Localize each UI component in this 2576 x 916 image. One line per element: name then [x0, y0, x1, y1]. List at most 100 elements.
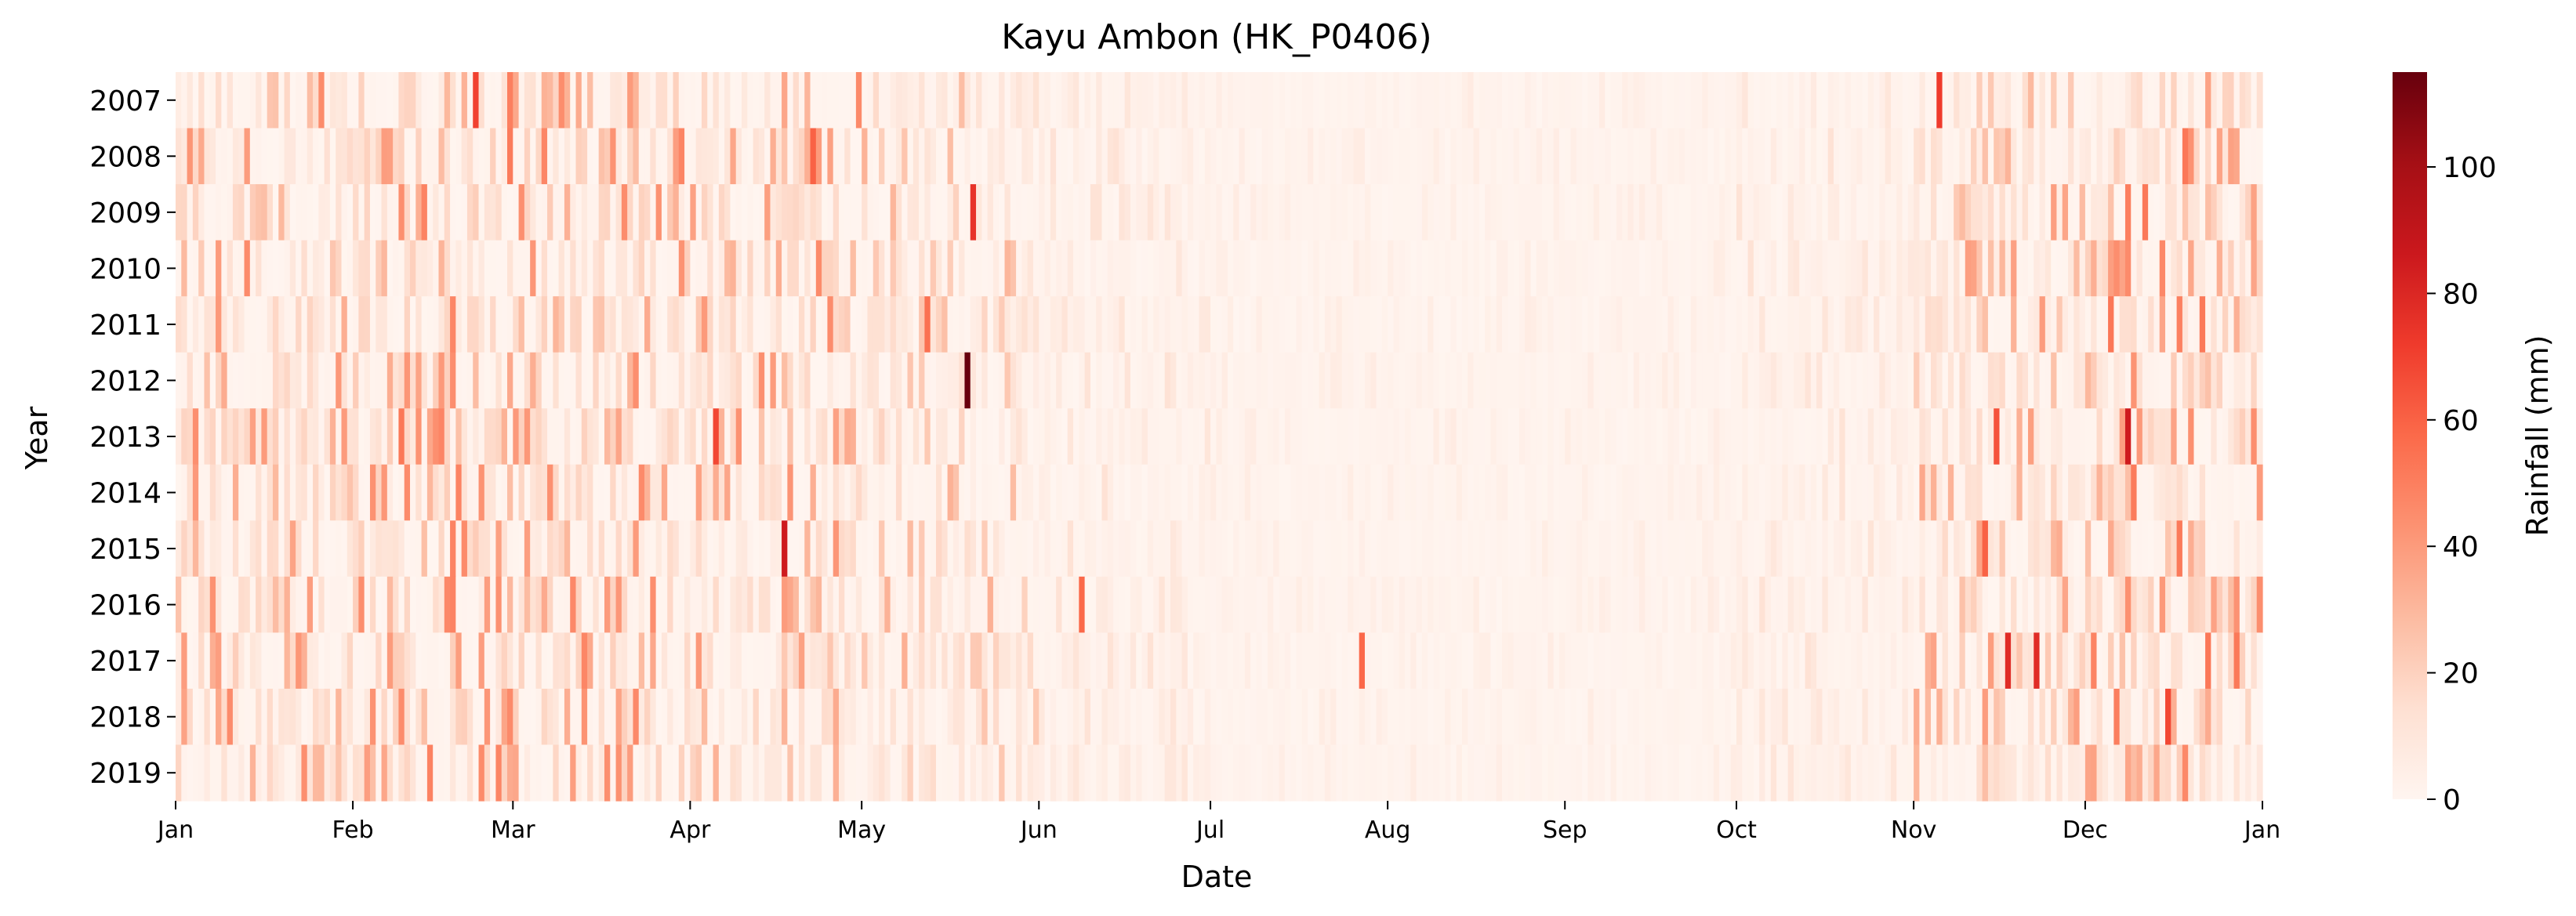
heat-cell [1021, 688, 1029, 746]
heat-cell [386, 688, 394, 746]
heat-cell [1159, 688, 1166, 746]
heat-cell [1221, 352, 1228, 409]
heat-cell [1044, 240, 1051, 297]
heat-cell [2159, 352, 2166, 409]
heat-cell [1667, 240, 1674, 297]
heat-cell [2044, 688, 2052, 746]
heat-cell [1056, 576, 1063, 633]
heat-cell [198, 296, 205, 353]
heat-cell [1793, 352, 1800, 409]
heat-cell [615, 352, 622, 409]
heat-cell [296, 688, 303, 746]
heat-cell [1244, 72, 1251, 129]
heat-cell [1885, 688, 1892, 746]
heat-cell [415, 688, 423, 746]
heat-cell [369, 240, 376, 297]
heat-cell [1250, 744, 1257, 802]
heat-cell [461, 296, 468, 353]
heat-cell [313, 240, 319, 297]
heat-cell [992, 744, 1000, 802]
heat-cell [810, 744, 817, 802]
heat-cell [2205, 520, 2211, 577]
heat-cell [187, 296, 194, 353]
heat-cell [513, 688, 520, 746]
heat-cell [2124, 408, 2132, 465]
heat-cell [1004, 240, 1011, 297]
heat-cell [1702, 72, 1709, 129]
heat-cell [2022, 240, 2029, 297]
heat-cell [461, 72, 468, 129]
heat-cell [655, 576, 662, 633]
heat-cell [1765, 464, 1772, 521]
heat-cell [261, 352, 268, 409]
heat-cell [2233, 632, 2240, 690]
heat-cell [444, 632, 451, 690]
heat-cell [289, 184, 296, 241]
heat-cell [198, 128, 205, 185]
heat-cell [1101, 520, 1108, 577]
heat-cell [221, 576, 228, 633]
heat-cell [261, 632, 268, 690]
heat-cell [1336, 520, 1343, 577]
heat-cell [1461, 184, 1468, 241]
heat-cell [1193, 632, 1200, 690]
heat-cell [1810, 520, 1817, 577]
heat-cell [787, 688, 794, 746]
heat-cell [1233, 688, 1240, 746]
heat-cell [650, 184, 657, 241]
heat-cell [638, 72, 645, 129]
heat-cell [2068, 296, 2074, 353]
heat-cell [1776, 576, 1783, 633]
heat-cell [1942, 352, 1949, 409]
heat-cell [661, 464, 668, 521]
heat-cell [2005, 576, 2012, 633]
heat-cell [798, 184, 805, 241]
heat-cell [775, 520, 782, 577]
heat-cell [2016, 632, 2023, 690]
heat-cell [2051, 296, 2058, 353]
heat-cell [278, 744, 285, 802]
heat-cell [2027, 352, 2034, 409]
heat-cell [753, 352, 760, 409]
heat-cell [2193, 688, 2200, 746]
heat-cell [615, 72, 622, 129]
heat-cell [1954, 744, 1961, 802]
heat-cell [558, 240, 565, 297]
heat-cell [1478, 632, 1486, 690]
heat-cell [804, 184, 811, 241]
heat-cell [1381, 408, 1388, 465]
heat-cell [1976, 520, 1983, 577]
heat-cell [176, 184, 182, 241]
heat-cell [839, 744, 845, 802]
heat-cell [1542, 72, 1548, 129]
heat-cell [1359, 576, 1366, 633]
heat-cell [1639, 296, 1645, 353]
heat-cell [278, 352, 285, 409]
heat-cell [981, 72, 989, 129]
heat-cell [301, 408, 308, 465]
heat-cell [1027, 72, 1034, 129]
heat-cell [209, 520, 216, 577]
heat-cell [1199, 352, 1206, 409]
heat-cell [827, 240, 834, 297]
heat-cell [1428, 352, 1435, 409]
heat-cell [1193, 688, 1200, 746]
heat-cell [764, 72, 771, 129]
heat-cell [1370, 464, 1377, 521]
heat-cell [1393, 464, 1400, 521]
heat-cell [952, 128, 960, 185]
heat-cell [1502, 352, 1508, 409]
heat-cell [404, 576, 411, 633]
heat-cell [1096, 240, 1103, 297]
heat-cell [1530, 128, 1537, 185]
heat-cell [804, 632, 811, 690]
heat-cell [553, 520, 560, 577]
heat-cell [884, 520, 891, 577]
heat-cell [1227, 520, 1234, 577]
heat-cell [661, 128, 668, 185]
heat-cell [764, 352, 771, 409]
heat-cell [1039, 128, 1046, 185]
heat-cell [1021, 296, 1029, 353]
heat-cell [684, 632, 691, 690]
heat-cell [1187, 688, 1194, 746]
